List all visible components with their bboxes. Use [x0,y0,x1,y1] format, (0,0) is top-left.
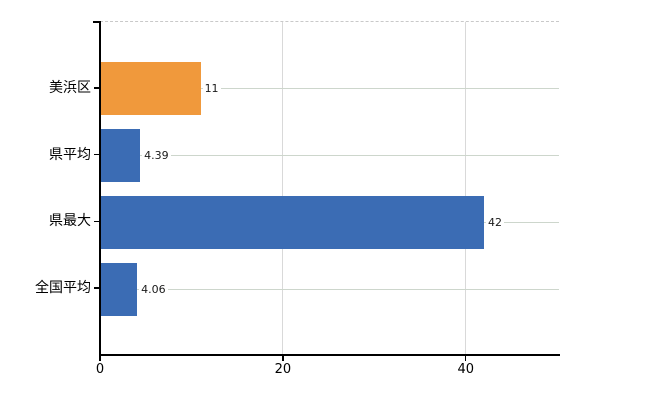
y-axis-tick [94,287,100,289]
vertical-gridline [465,22,467,355]
x-axis-tick [464,356,467,361]
y-axis-tick [94,220,100,223]
category-label: 県最大 [49,213,91,230]
vertical-gridline [282,22,284,355]
y-axis-top-tick [93,21,101,23]
category-gridline [100,288,559,290]
category-gridline [100,88,559,90]
bar-3 [100,195,485,249]
bar-value-label: 4.39 [142,149,171,163]
x-axis-tick-label: 40 [457,362,474,377]
x-axis-tick [282,356,284,361]
bar-value-label: 42 [486,215,505,229]
category-gridline [100,155,559,157]
y-axis-line [99,21,101,355]
x-axis-tick-label: 0 [95,362,105,377]
bar-value-label: 11 [202,82,221,96]
x-axis-line [99,354,560,356]
y-axis-tick [94,87,100,89]
bar-4 [100,262,138,316]
bar-1 [100,62,201,116]
bar-2 [100,129,141,183]
x-axis-tick-label: 20 [274,362,292,377]
category-label: 県平均 [49,146,91,163]
category-label: 全国平均 [35,280,91,297]
category-label: 美浜区 [49,79,91,96]
x-axis-tick [99,356,101,361]
plot-area: 11 4.39 42 4.06 [100,21,559,355]
y-axis-tick [94,153,100,156]
bar-value-label: 4.06 [139,282,168,296]
